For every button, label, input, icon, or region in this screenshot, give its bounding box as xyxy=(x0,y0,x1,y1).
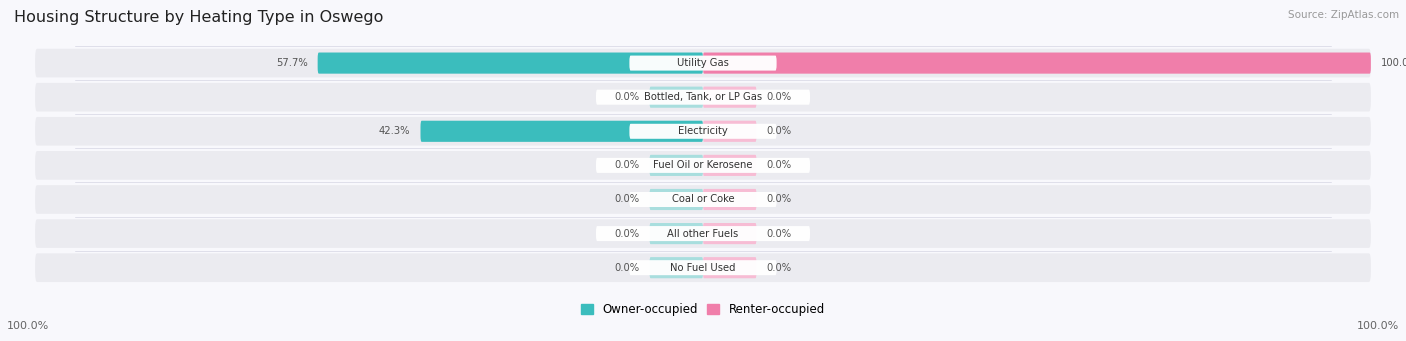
FancyBboxPatch shape xyxy=(35,49,1371,77)
Text: 100.0%: 100.0% xyxy=(1357,321,1399,331)
Text: 0.0%: 0.0% xyxy=(614,263,640,273)
FancyBboxPatch shape xyxy=(650,223,703,244)
FancyBboxPatch shape xyxy=(35,151,1371,180)
FancyBboxPatch shape xyxy=(596,226,810,241)
Text: Utility Gas: Utility Gas xyxy=(678,58,728,68)
Text: Electricity: Electricity xyxy=(678,126,728,136)
Text: 0.0%: 0.0% xyxy=(766,92,792,102)
FancyBboxPatch shape xyxy=(35,117,1371,146)
Text: 0.0%: 0.0% xyxy=(614,194,640,205)
Text: 0.0%: 0.0% xyxy=(766,194,792,205)
FancyBboxPatch shape xyxy=(420,121,703,142)
FancyBboxPatch shape xyxy=(630,124,776,139)
FancyBboxPatch shape xyxy=(703,53,1371,74)
Text: All other Fuels: All other Fuels xyxy=(668,228,738,239)
FancyBboxPatch shape xyxy=(703,87,756,108)
Text: Housing Structure by Heating Type in Oswego: Housing Structure by Heating Type in Osw… xyxy=(14,10,384,25)
FancyBboxPatch shape xyxy=(318,53,703,74)
FancyBboxPatch shape xyxy=(703,189,756,210)
FancyBboxPatch shape xyxy=(703,155,756,176)
FancyBboxPatch shape xyxy=(35,253,1371,282)
FancyBboxPatch shape xyxy=(596,158,810,173)
FancyBboxPatch shape xyxy=(650,87,703,108)
FancyBboxPatch shape xyxy=(703,257,756,278)
FancyBboxPatch shape xyxy=(703,223,756,244)
Text: 0.0%: 0.0% xyxy=(614,92,640,102)
FancyBboxPatch shape xyxy=(630,56,776,71)
Text: No Fuel Used: No Fuel Used xyxy=(671,263,735,273)
Text: 0.0%: 0.0% xyxy=(766,126,792,136)
Text: 0.0%: 0.0% xyxy=(614,228,640,239)
Text: 100.0%: 100.0% xyxy=(7,321,49,331)
Text: 0.0%: 0.0% xyxy=(766,228,792,239)
FancyBboxPatch shape xyxy=(650,257,703,278)
FancyBboxPatch shape xyxy=(35,219,1371,248)
Text: 0.0%: 0.0% xyxy=(766,160,792,170)
Legend: Owner-occupied, Renter-occupied: Owner-occupied, Renter-occupied xyxy=(581,303,825,316)
FancyBboxPatch shape xyxy=(703,121,756,142)
FancyBboxPatch shape xyxy=(650,155,703,176)
Text: 42.3%: 42.3% xyxy=(380,126,411,136)
Text: Fuel Oil or Kerosene: Fuel Oil or Kerosene xyxy=(654,160,752,170)
FancyBboxPatch shape xyxy=(630,260,776,275)
Text: Coal or Coke: Coal or Coke xyxy=(672,194,734,205)
Text: 0.0%: 0.0% xyxy=(614,160,640,170)
FancyBboxPatch shape xyxy=(35,185,1371,214)
Text: Bottled, Tank, or LP Gas: Bottled, Tank, or LP Gas xyxy=(644,92,762,102)
Text: 57.7%: 57.7% xyxy=(276,58,308,68)
FancyBboxPatch shape xyxy=(596,90,810,105)
FancyBboxPatch shape xyxy=(35,83,1371,112)
Text: 0.0%: 0.0% xyxy=(766,263,792,273)
Text: Source: ZipAtlas.com: Source: ZipAtlas.com xyxy=(1288,10,1399,20)
Text: 100.0%: 100.0% xyxy=(1381,58,1406,68)
FancyBboxPatch shape xyxy=(630,192,776,207)
FancyBboxPatch shape xyxy=(650,189,703,210)
